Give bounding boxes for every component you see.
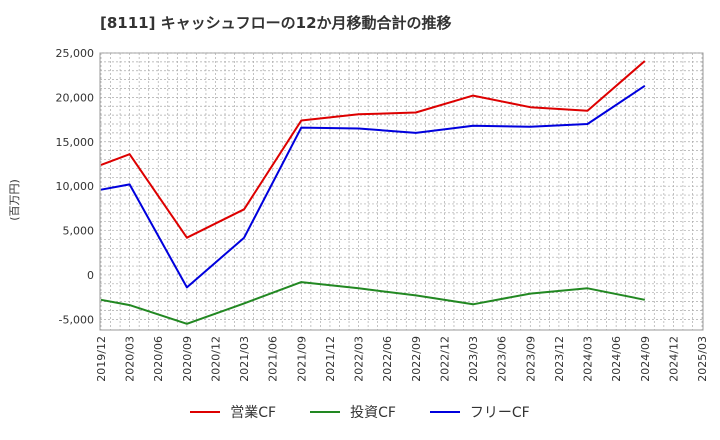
x-tick-label: 2023/09 (524, 336, 537, 382)
x-tick-label: 2019/12 (95, 336, 108, 382)
y-tick-label: 20,000 (56, 91, 95, 104)
legend-swatch (310, 411, 341, 413)
x-tick-label: 2022/12 (438, 336, 451, 382)
axis-ticks: 25,000 20,000 15,000 10,000 5,000 0 -5,0002019… (56, 47, 710, 382)
legend-label: 投資CF (350, 405, 396, 421)
legend-swatch (429, 411, 460, 413)
y-tick-label: 15,000 (56, 136, 95, 149)
legend-item: 投資CF (310, 402, 396, 422)
y-tick-label: 5,000 (63, 225, 95, 238)
x-tick-label: 2024/09 (639, 336, 652, 382)
x-tick-label: 2023/12 (553, 336, 566, 382)
x-tick-label: 2021/12 (324, 336, 337, 382)
x-tick-label: 2020/12 (209, 336, 222, 382)
legend-label: フリーCF (469, 405, 530, 421)
x-tick-label: 2022/03 (353, 336, 366, 382)
plot-area (99, 52, 704, 331)
x-tick-label: 2020/06 (152, 336, 165, 382)
legend-item: フリーCF (429, 402, 530, 422)
series-lines (100, 60, 646, 325)
series-line-2 (100, 281, 645, 325)
x-tick-label: 2023/03 (467, 336, 480, 382)
series-line-3 (100, 84, 646, 289)
x-tick-label: 2022/06 (381, 336, 394, 382)
x-tick-label: 2024/12 (667, 336, 680, 382)
chart-title: [8111] キャッシュフローの12か月移動合計の推移 (100, 14, 452, 32)
x-tick-label: 2022/09 (410, 336, 423, 382)
y-tick-label: -5,000 (59, 313, 94, 326)
x-tick-label: 2024/06 (610, 336, 623, 382)
x-tick-label: 2025/03 (696, 336, 709, 382)
x-tick-label: 2023/06 (496, 336, 509, 382)
series-line-1 (100, 60, 646, 239)
x-tick-label: 2021/03 (238, 336, 251, 382)
x-tick-label: 2020/03 (124, 336, 137, 382)
x-tick-label: 2024/03 (582, 336, 595, 382)
y-tick-label: 10,000 (56, 180, 95, 193)
y-tick-label: 25,000 (56, 47, 95, 60)
y-tick-label: 0 (87, 269, 94, 282)
legend-label: 営業CF (230, 405, 277, 421)
x-tick-label: 2021/09 (295, 336, 308, 382)
x-tick-label: 2020/09 (181, 336, 194, 382)
x-tick-label: 2021/06 (267, 336, 280, 382)
legend-swatch (190, 411, 221, 413)
legend-item: 営業CF (190, 402, 276, 422)
legend: 営業CF 投資CF フリーCF (0, 402, 720, 422)
y-axis-label: (百万円) (8, 179, 21, 221)
